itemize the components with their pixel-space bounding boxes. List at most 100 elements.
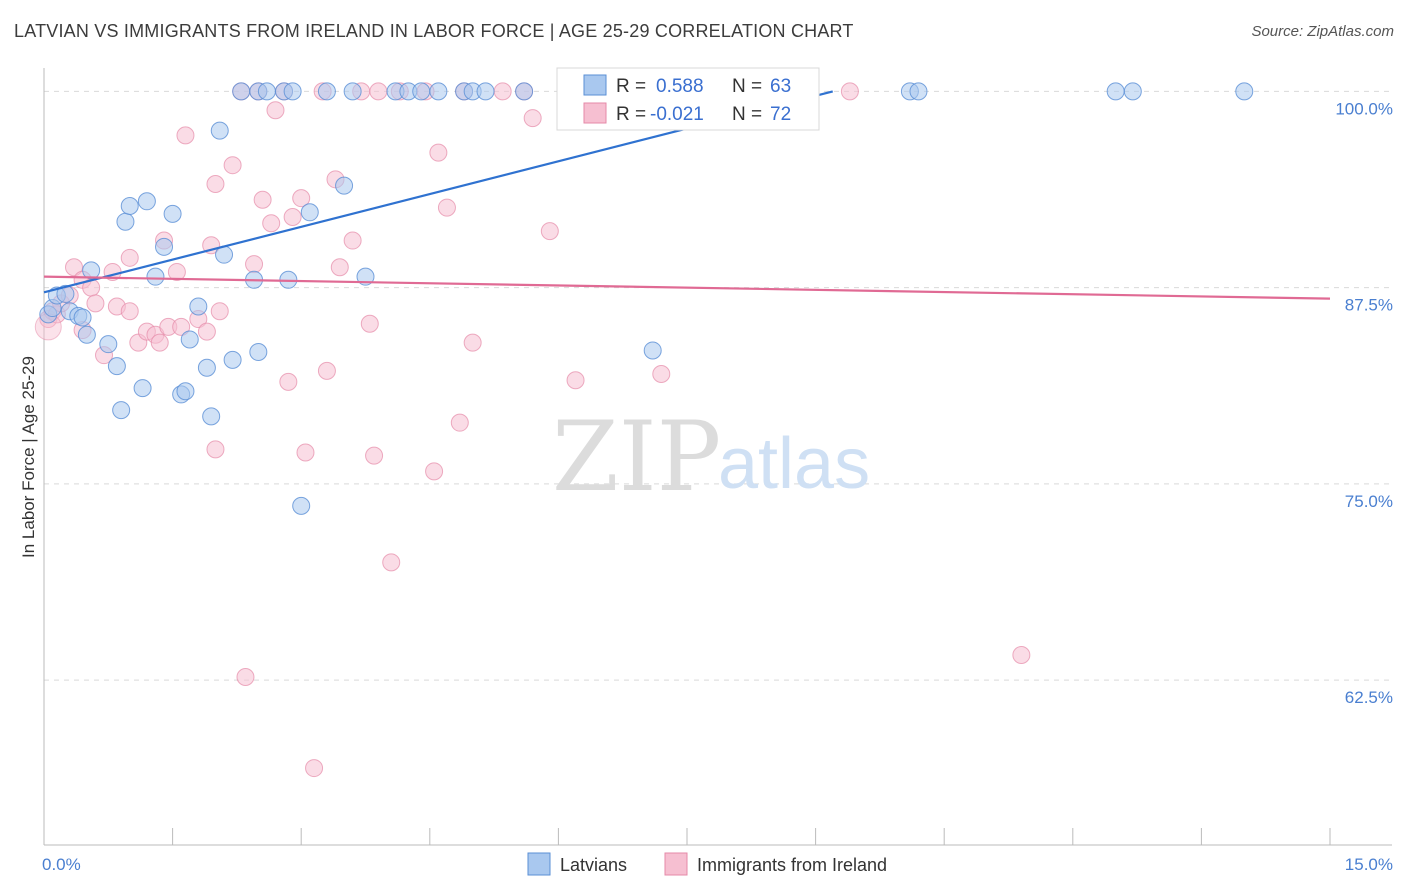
legend-swatch-latvians <box>527 852 551 876</box>
ireland-point <box>223 156 242 175</box>
y-tick-label: 62.5% <box>1345 688 1393 707</box>
latvian-point <box>146 267 165 286</box>
legend: Latvians Immigrants from Ireland <box>527 852 887 876</box>
ireland-point <box>425 462 444 481</box>
legend-label-latvians: Latvians <box>560 855 627 875</box>
ireland-point <box>369 82 388 101</box>
ireland-point <box>197 322 216 341</box>
latvian-point <box>223 350 242 369</box>
ireland-point <box>540 222 559 241</box>
ireland-points <box>34 82 1031 778</box>
ireland-point <box>330 258 349 277</box>
ireland-point <box>296 443 315 462</box>
latvian-point <box>317 82 336 101</box>
ireland-point <box>279 372 298 391</box>
latvian-point <box>137 192 156 211</box>
latvian-point <box>515 82 534 101</box>
ireland-point <box>566 371 585 390</box>
latvian-point <box>335 176 354 195</box>
stats-r-label-ireland: R = <box>616 104 646 125</box>
latvian-points <box>39 82 1254 515</box>
latvian-point <box>163 204 182 223</box>
latvian-point <box>1123 82 1142 101</box>
latvian-point <box>356 267 375 286</box>
latvian-point <box>107 357 126 376</box>
ireland-point <box>206 175 225 194</box>
ireland-point <box>305 759 324 778</box>
ireland-point <box>210 302 229 321</box>
ireland-point <box>266 101 285 120</box>
latvian-point <box>155 237 174 256</box>
chart-title: LATVIAN VS IMMIGRANTS FROM IRELAND IN LA… <box>14 21 854 41</box>
ireland-point <box>1012 646 1031 665</box>
stats-n-latvians: 63 <box>770 76 791 97</box>
axes: 62.5% 75.0% 87.5% 100.0% 0.0% 15.0% <box>42 68 1393 874</box>
stats-r-label-latvians: R = <box>616 76 646 97</box>
latvian-point <box>56 284 75 303</box>
ireland-point <box>120 302 139 321</box>
y-tick-label: 100.0% <box>1335 99 1393 118</box>
ireland-point <box>120 248 139 267</box>
watermark-zip-text: ZIP <box>552 401 721 513</box>
ireland-point <box>382 553 401 572</box>
latvian-point <box>1106 82 1125 101</box>
latvian-point <box>77 325 96 344</box>
ireland-point <box>463 333 482 352</box>
ireland-point <box>343 231 362 250</box>
ireland-point <box>176 126 195 145</box>
stats-swatch-ireland <box>583 102 607 124</box>
latvian-point <box>116 212 135 231</box>
stats-n-label-latvians: N = <box>732 76 762 97</box>
ireland-point <box>167 262 186 281</box>
stats-n-ireland: 72 <box>770 104 791 125</box>
latvian-point <box>99 335 118 354</box>
stats-n-label-ireland: N = <box>732 104 762 125</box>
ireland-point <box>292 189 311 208</box>
watermark-atlas-text: atlas <box>718 424 870 504</box>
latvian-point <box>133 379 152 398</box>
watermark: ZIP atlas <box>552 401 870 513</box>
ireland-point <box>493 82 512 101</box>
ireland-point <box>245 255 264 274</box>
x-tick-label-min: 0.0% <box>42 855 81 874</box>
latvian-point <box>249 343 268 362</box>
latvian-point <box>180 330 199 349</box>
ireland-point <box>262 214 281 233</box>
ireland-point <box>172 317 191 336</box>
latvian-point <box>643 341 662 360</box>
latvian-point <box>197 358 216 377</box>
ireland-point <box>206 440 225 459</box>
latvian-point <box>112 401 131 420</box>
latvian-point <box>476 82 495 101</box>
latvian-point <box>73 308 92 327</box>
stats-r-latvians: 0.588 <box>656 76 704 97</box>
latvian-point <box>909 82 928 101</box>
ireland-point <box>360 314 379 333</box>
ireland-point <box>86 294 105 313</box>
latvian-point <box>202 407 221 426</box>
latvian-point <box>412 82 431 101</box>
stats-box: R = 0.588 N = 63 R = -0.021 N = 72 <box>556 67 820 131</box>
latvian-point <box>189 297 208 316</box>
y-axis-title: In Labor Force | Age 25-29 <box>19 356 38 558</box>
latvian-point <box>232 82 251 101</box>
ireland-point <box>150 333 169 352</box>
ireland-point <box>317 361 336 380</box>
source-credit: Source: ZipAtlas.com <box>1251 23 1394 40</box>
ireland-point <box>283 208 302 226</box>
stats-swatch-latvians <box>583 74 607 96</box>
latvian-point <box>82 261 101 280</box>
latvian-point <box>343 82 362 101</box>
latvian-point <box>257 82 276 101</box>
latvian-point <box>1235 82 1254 101</box>
ireland-point <box>840 82 859 101</box>
latvian-point <box>292 496 311 515</box>
x-tick-label-max: 15.0% <box>1345 855 1393 874</box>
latvian-point <box>300 203 319 222</box>
ireland-point <box>65 258 84 277</box>
legend-swatch-ireland <box>664 852 688 876</box>
ireland-trend-line <box>43 275 1331 300</box>
ireland-point <box>253 190 272 209</box>
latvian-point <box>429 82 448 101</box>
